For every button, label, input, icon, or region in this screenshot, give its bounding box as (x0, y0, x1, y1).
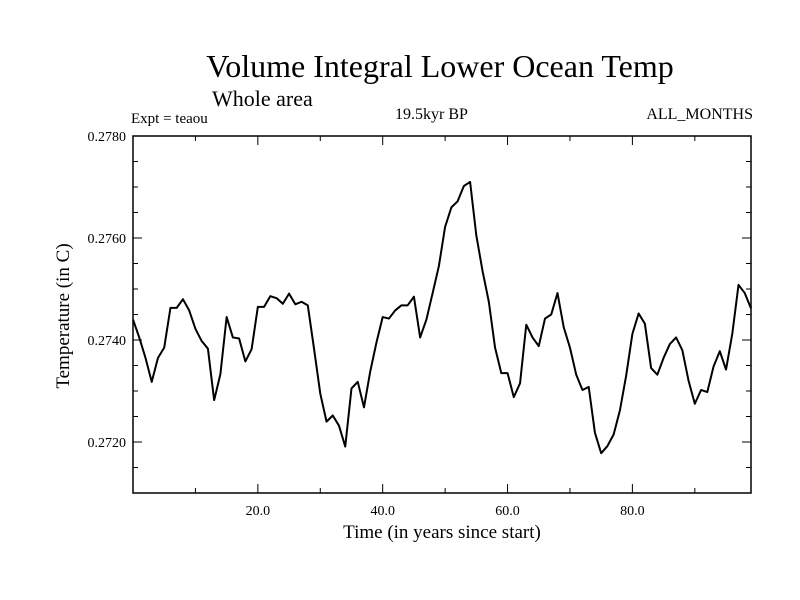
experiment-label: Expt = teaou (131, 111, 208, 127)
y-tick-label: 0.2740 (88, 334, 127, 349)
chart-subtitle: Whole area (212, 86, 313, 111)
y-tick-label: 0.2780 (88, 130, 127, 145)
x-tick-label: 80.0 (620, 504, 645, 519)
y-tick-label: 0.2760 (88, 232, 127, 247)
x-tick-label: 20.0 (246, 504, 271, 519)
x-axis-label: Time (in years since start) (343, 522, 541, 543)
series-group (132, 180, 752, 455)
chart-title: Volume Integral Lower Ocean Temp (206, 48, 674, 84)
tick-group: 0.2720 0.2740 0.2760 0.2780 20.0 40.0 60.0 80.0 (88, 130, 751, 519)
period-label: 19.5kyr BP (395, 106, 468, 123)
months-label: ALL_MONTHS (646, 106, 753, 123)
x-tick-label: 60.0 (495, 504, 520, 519)
series-line (132, 180, 752, 455)
plot-frame (132, 135, 752, 494)
x-tick-label: 40.0 (370, 504, 395, 519)
y-tick-label: 0.2720 (88, 436, 127, 451)
